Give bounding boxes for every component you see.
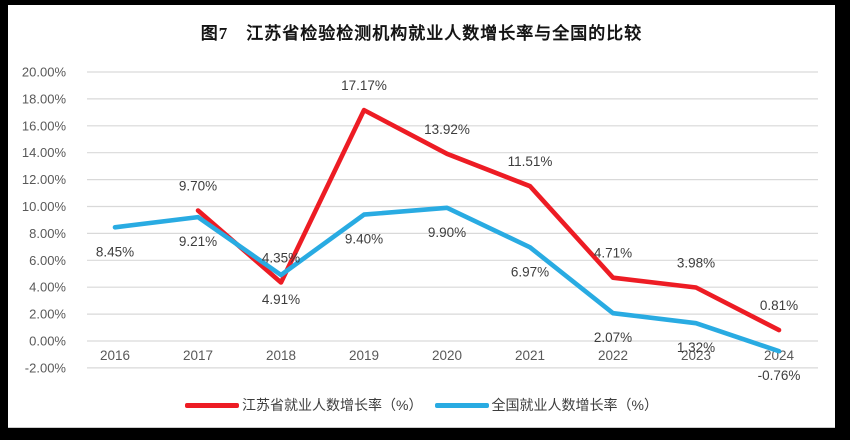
data-point-label: 11.51% xyxy=(508,154,553,169)
y-axis-tick-label: 8.00% xyxy=(29,226,66,241)
y-axis-tick-label: 10.00% xyxy=(22,199,67,214)
data-point-label: 3.98% xyxy=(677,256,715,271)
data-point-label: 9.70% xyxy=(179,179,217,194)
y-axis-tick-label: 6.00% xyxy=(29,253,66,268)
data-point-label: 9.90% xyxy=(428,225,466,240)
data-point-label: 9.21% xyxy=(179,234,217,249)
y-axis-tick-label: 2.00% xyxy=(29,307,66,322)
data-point-label: 9.40% xyxy=(345,232,383,247)
y-axis-tick-label: 12.00% xyxy=(22,172,67,187)
x-axis-label: 2020 xyxy=(432,348,462,363)
y-axis-tick-label: 20.00% xyxy=(22,65,67,80)
legend-item-national: 全国就业人数增长率（%） xyxy=(434,395,658,415)
x-axis-label: 2019 xyxy=(349,348,379,363)
y-axis-tick-label: 4.00% xyxy=(29,280,66,295)
legend-item-jiangsu: 江苏省就业人数增长率（%） xyxy=(185,395,423,415)
x-axis-label: 2023 xyxy=(681,348,711,363)
series-line-0 xyxy=(195,107,782,333)
x-axis-label: 2021 xyxy=(515,348,545,363)
plot-area: 20.00% 18.00% 16.00% 14.00% 12.00% 10.00% 8.00… xyxy=(22,65,818,383)
data-point-label: 0.81% xyxy=(760,298,798,313)
data-point-label: 1.32% xyxy=(677,340,715,355)
legend-label-jiangsu: 江苏省就业人数增长率（%） xyxy=(242,397,423,413)
chart-title: 图7 江苏省检验检测机构就业人数增长率与全国的比较 xyxy=(200,24,643,43)
y-axis-tick-label: 18.00% xyxy=(22,91,67,106)
data-point-label: 2.07% xyxy=(594,330,632,345)
x-axis-label: 2017 xyxy=(183,348,213,363)
legend-label-national: 全国就业人数增长率（%） xyxy=(491,397,658,413)
series-line-1 xyxy=(112,205,782,354)
legend: 江苏省就业人数增长率（%） 全国就业人数增长率（%） xyxy=(8,395,835,415)
x-axis-label: 2022 xyxy=(598,348,628,363)
x-axis-label: 2018 xyxy=(266,348,296,363)
national-line-swatch xyxy=(434,402,489,408)
x-axis-label: 2024 xyxy=(764,348,795,363)
chart-canvas: 图7 江苏省检验检测机构就业人数增长率与全国的比较 20.00% 18.00% 16… xyxy=(8,5,835,428)
jiangsu-line-swatch xyxy=(185,402,240,408)
y-axis-tick-label: 14.00% xyxy=(22,145,67,160)
y-axis-tick-label: 16.00% xyxy=(22,118,67,133)
data-point-label: -0.76% xyxy=(758,368,801,383)
data-point-label: 4.91% xyxy=(262,292,300,307)
data-point-label: 13.92% xyxy=(424,122,470,137)
data-point-label: 6.97% xyxy=(511,264,549,279)
x-axis-label: 2016 xyxy=(100,348,130,363)
data-point-label: 8.45% xyxy=(96,244,134,259)
data-point-label: 17.17% xyxy=(341,78,387,93)
y-axis-tick-label: 0.00% xyxy=(29,334,66,349)
y-axis-tick-label: -2.00% xyxy=(25,360,67,375)
data-point-label: 4.35% xyxy=(262,251,300,266)
data-point-label: 4.71% xyxy=(594,246,632,261)
